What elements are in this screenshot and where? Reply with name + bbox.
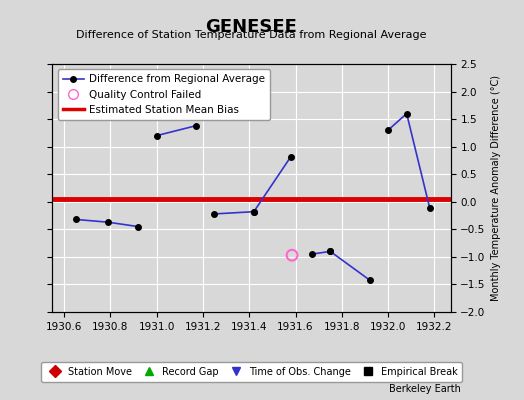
Text: Difference of Station Temperature Data from Regional Average: Difference of Station Temperature Data f… xyxy=(77,30,427,40)
Text: Berkeley Earth: Berkeley Earth xyxy=(389,384,461,394)
Point xyxy=(288,252,296,258)
Text: GENESEE: GENESEE xyxy=(205,18,298,36)
Legend: Station Move, Record Gap, Time of Obs. Change, Empirical Break: Station Move, Record Gap, Time of Obs. C… xyxy=(41,362,462,382)
Y-axis label: Monthly Temperature Anomaly Difference (°C): Monthly Temperature Anomaly Difference (… xyxy=(492,75,501,301)
